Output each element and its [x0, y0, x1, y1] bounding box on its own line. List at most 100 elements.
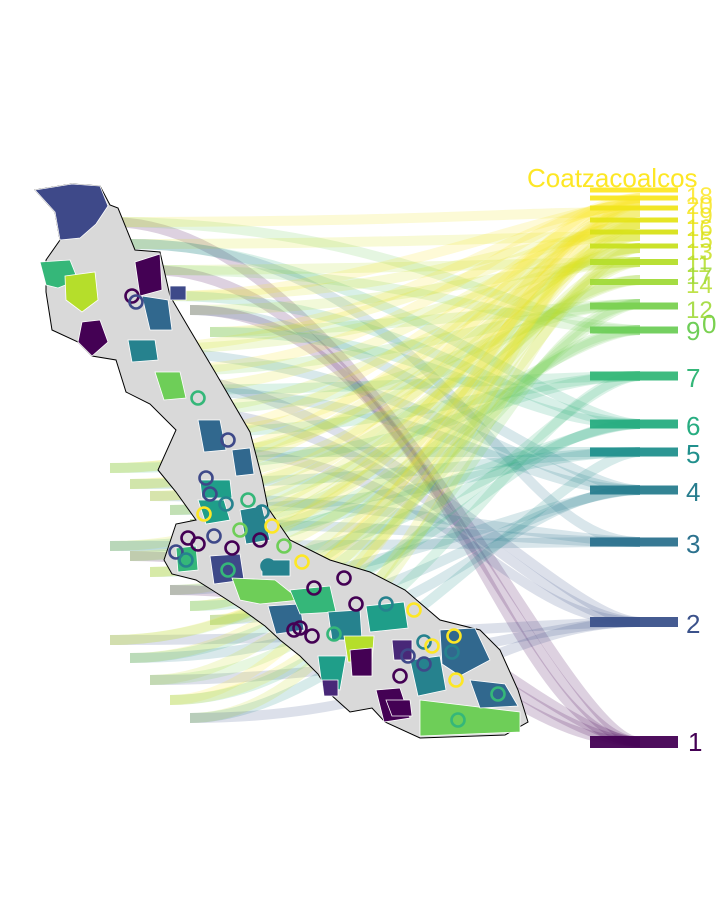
flow-stream [169, 405, 641, 627]
rank-bar [590, 229, 678, 235]
rank-bar [590, 617, 678, 627]
city-marker [220, 432, 236, 448]
city-markers [124, 288, 506, 728]
flow-stream [109, 257, 641, 355]
flow-stream [189, 275, 641, 529]
rank-bar [590, 195, 678, 201]
city-marker [178, 552, 194, 568]
rank-bar [590, 302, 678, 310]
city-marker [128, 294, 144, 310]
rank-bar [590, 243, 678, 249]
flow-stream [169, 371, 641, 705]
flow-stream [129, 371, 641, 663]
flow-stream [109, 199, 641, 645]
region-patch [419, 699, 521, 737]
flow-stream [109, 345, 641, 495]
rank-bars [590, 187, 678, 748]
rank-label-14: 14 [686, 272, 713, 299]
flow-stream [209, 327, 641, 429]
flow-stream [169, 291, 641, 429]
rank-label-4: 4 [686, 477, 700, 507]
city-marker [260, 558, 276, 574]
flow-stream [189, 305, 641, 747]
city-marker [400, 648, 416, 664]
city-marker [196, 506, 212, 522]
rank-bar [590, 447, 678, 457]
flow-stream [169, 219, 641, 705]
region-patch [469, 679, 519, 709]
city-marker [254, 504, 270, 520]
rank-label-coatzacoalcos: Coatzacoalcos [527, 163, 698, 193]
flow-stream [169, 299, 641, 415]
flow-stream [169, 447, 641, 515]
city-marker [490, 686, 506, 702]
city-marker [392, 668, 408, 684]
flow-stream [149, 299, 641, 685]
region-patch [385, 699, 413, 717]
city-marker [198, 470, 214, 486]
flow-stream [149, 243, 641, 685]
rank-bar [590, 419, 678, 429]
rank-bar [590, 485, 678, 495]
region-patch [365, 601, 409, 633]
region-patch [134, 253, 163, 297]
city-marker [240, 492, 256, 508]
flow-stream [129, 367, 641, 627]
flow-stream [189, 447, 641, 723]
region-patch [141, 295, 173, 331]
flow-stream [169, 231, 641, 301]
city-marker [252, 532, 268, 548]
city-marker [450, 712, 466, 728]
city-marker [190, 536, 206, 552]
city-marker [264, 518, 280, 534]
flow-stream [149, 265, 641, 335]
city-marker [448, 672, 464, 688]
city-marker [424, 638, 440, 654]
rank-label-stacked: 18 [686, 183, 713, 210]
flow-stream [149, 385, 641, 495]
city-marker [168, 544, 184, 560]
city-marker [218, 496, 234, 512]
rank-bar [590, 205, 678, 211]
rank-label-stacked: 17 [686, 263, 713, 290]
region-patch [231, 577, 302, 605]
flow-stream [209, 243, 641, 457]
city-marker [294, 554, 310, 570]
region-patch [261, 559, 291, 577]
rank-bar [590, 326, 678, 334]
flow-stream [189, 219, 641, 437]
flow-stream [209, 207, 641, 539]
flow-stream [129, 231, 641, 249]
rank-bar [590, 371, 678, 381]
city-marker [378, 596, 394, 612]
rank-label-2: 2 [686, 609, 700, 639]
city-marker [276, 538, 292, 554]
rank-labels: 1 2 3 4 5 6 7 9 0 12 14 Coatzacoalcos [527, 163, 716, 757]
region-patch [34, 183, 109, 241]
city-marker [206, 528, 222, 544]
flow-stream [109, 299, 641, 645]
city-marker [416, 656, 432, 672]
flow-stream [169, 193, 641, 705]
rank-label-stacked: 13 [686, 239, 713, 266]
region-patch [154, 371, 187, 401]
flow-stream [129, 485, 641, 663]
city-marker [286, 622, 302, 638]
rank-bar [590, 279, 678, 285]
city-marker [190, 390, 206, 406]
rank-label-9: 9 [686, 316, 700, 346]
flow-stream [169, 243, 641, 415]
region-patch [231, 447, 255, 477]
flow-stream [129, 239, 641, 429]
rank-label-5: 5 [686, 439, 700, 469]
rank-label-stacked: 19 [686, 203, 713, 230]
region-patch [169, 285, 187, 301]
city-marker [446, 628, 462, 644]
rank-bar [590, 187, 678, 193]
rank-label-6: 6 [686, 411, 700, 441]
rank-label-1: 1 [688, 727, 702, 757]
city-marker [224, 540, 240, 556]
flow-stream [109, 217, 641, 747]
